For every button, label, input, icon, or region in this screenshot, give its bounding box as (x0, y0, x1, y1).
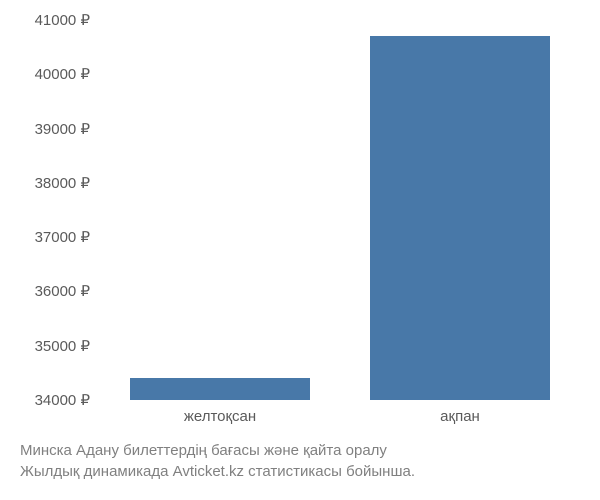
y-tick-label: 36000 ₽ (0, 282, 90, 300)
y-tick-label: 39000 ₽ (0, 120, 90, 138)
y-tick-label: 41000 ₽ (0, 11, 90, 29)
bar (130, 378, 310, 400)
plot-area (100, 20, 580, 400)
caption-line2: Жылдық динамикада Avticket.kz статистика… (20, 463, 415, 480)
x-tick-label: желтоқсан (184, 408, 256, 425)
x-tick-label: ақпан (440, 408, 480, 425)
y-tick-label: 40000 ₽ (0, 65, 90, 83)
y-tick-label: 34000 ₽ (0, 391, 90, 409)
chart-container: 34000 ₽ 35000 ₽ 36000 ₽ 37000 ₽ 38000 ₽ 39000… (0, 0, 600, 500)
y-tick-label: 35000 ₽ (0, 337, 90, 355)
y-tick-label: 37000 ₽ (0, 228, 90, 246)
y-tick-label: 38000 ₽ (0, 174, 90, 192)
caption-line1: Минска Адану билеттердің бағасы және қай… (20, 442, 387, 459)
bar (370, 36, 550, 400)
chart-caption: Минска Адану билеттердің бағасы және қай… (20, 440, 415, 482)
